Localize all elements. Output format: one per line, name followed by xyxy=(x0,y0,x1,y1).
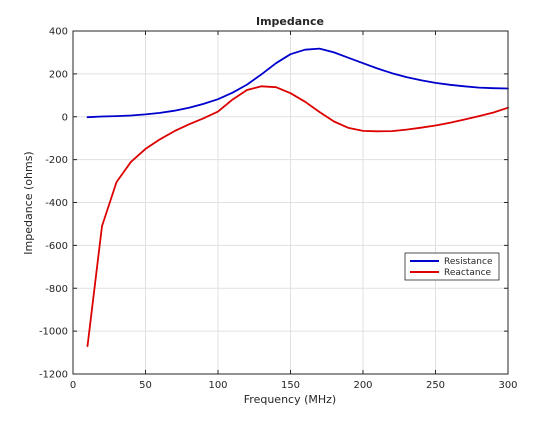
chart-title: Impedance xyxy=(256,15,324,28)
x-tick-label: 0 xyxy=(70,380,76,391)
grid xyxy=(72,30,509,375)
y-tick-label: 200 xyxy=(49,69,68,80)
legend-label-resistance: Resistance xyxy=(444,257,493,267)
y-tick-label: 400 xyxy=(49,27,68,38)
series-line-resistance xyxy=(86,47,509,119)
y-tick-label: -1000 xyxy=(39,327,68,338)
x-tick-label: 100 xyxy=(208,380,227,391)
y-tick-label: 0 xyxy=(62,112,68,123)
x-tick-label: 50 xyxy=(139,380,152,391)
x-axis-label: Frequency (MHz) xyxy=(244,393,336,406)
x-tick-label: 250 xyxy=(426,380,445,391)
y-tick-label: -400 xyxy=(45,198,68,209)
x-tick-label: 200 xyxy=(353,380,372,391)
legend-box xyxy=(404,252,500,281)
legend-label-reactance: Reactance xyxy=(444,268,492,278)
x-tick-label: 150 xyxy=(281,380,300,391)
y-tick-label: -800 xyxy=(45,284,68,295)
x-tick-label: 300 xyxy=(498,380,517,391)
y-tick-label: -1200 xyxy=(39,370,68,381)
plot-series xyxy=(86,47,509,348)
y-axis-label: Impedance (ohms) xyxy=(22,151,35,254)
y-tick-label: -200 xyxy=(45,155,68,166)
axis-ticks: 0 50 100 150 200 250 300 -1200 -1000 -800 -600 -400… xyxy=(39,27,518,392)
y-tick-label: -600 xyxy=(45,241,68,252)
series-line-reactance xyxy=(86,85,509,348)
legend: Resistance Reactance xyxy=(404,252,500,281)
